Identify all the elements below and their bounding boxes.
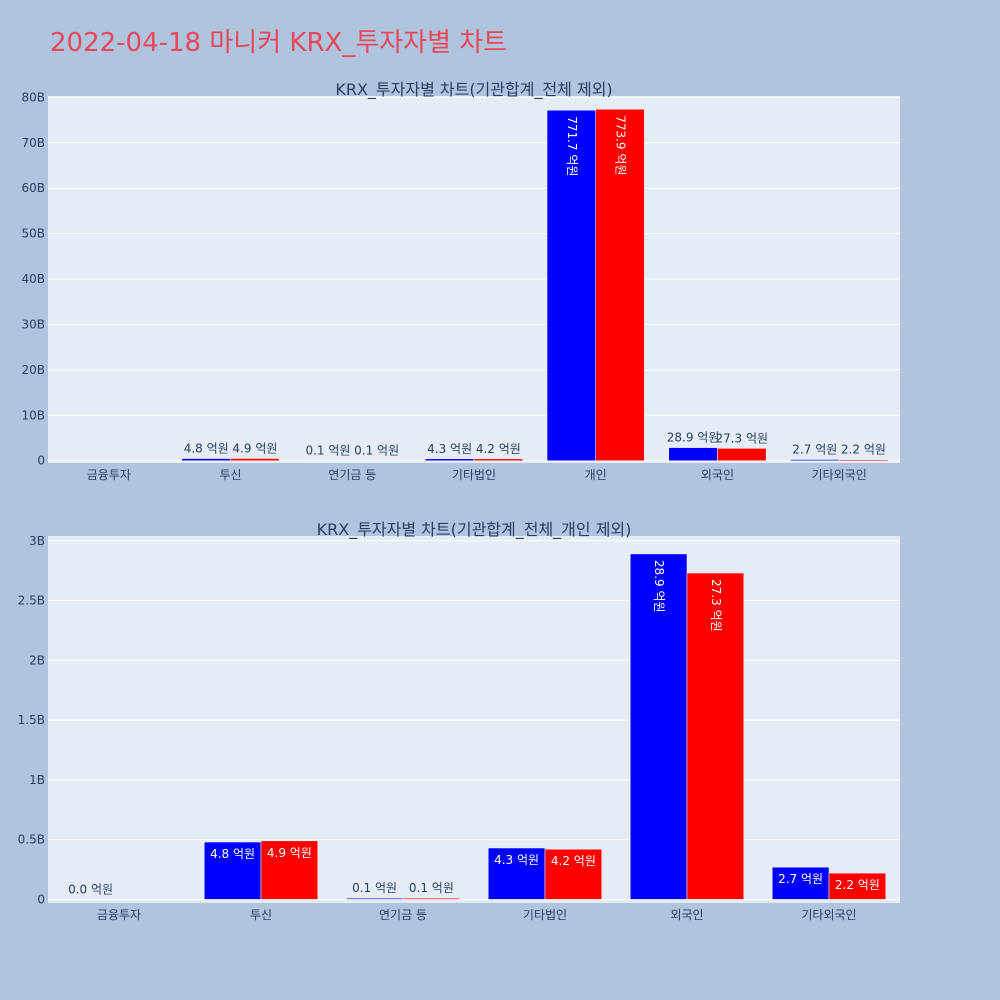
x-tick-label: 기타외국인 (812, 468, 867, 482)
y-tick-label: 1.5B (18, 713, 45, 727)
y-tick-label: 50B (21, 227, 45, 241)
x-tick-label: 금융투자 (97, 908, 141, 922)
data-label: 4.9 억원 (267, 846, 312, 860)
page-title: 2022-04-18 마니커 KRX_투자자별 차트 (50, 28, 508, 58)
y-tick-label: 40B (21, 272, 45, 286)
x-tick-label: 투신 (250, 908, 272, 922)
y-tick-label: 2.5B (18, 594, 45, 608)
bar (473, 458, 523, 461)
data-label: 0.1 억원 (305, 444, 350, 458)
y-tick-label: 80B (21, 90, 45, 104)
data-label: 4.3 억원 (427, 442, 472, 456)
bar (544, 848, 603, 900)
x-tick-label: 연기금 등 (328, 468, 376, 482)
y-tick-label: 1B (29, 773, 45, 787)
data-label: 0.0 억원 (68, 882, 113, 896)
y-tick-label: 0 (37, 892, 45, 906)
bar (838, 459, 889, 461)
chart-title: KRX_투자자별 차트(기관합계_전체 제외) (335, 80, 612, 100)
y-tick-label: 3B (29, 534, 45, 548)
x-tick-label: 기타법인 (452, 468, 496, 482)
x-tick-label: 투신 (220, 468, 242, 482)
bar (717, 448, 767, 461)
x-tick-label: 기타법인 (523, 908, 567, 922)
data-label: 2.7 억원 (792, 443, 837, 457)
y-tick-label: 0 (37, 454, 45, 468)
x-tick-label: 개인 (585, 468, 607, 482)
data-label: 27.3 억원 (709, 579, 723, 632)
data-label: 0.1 억원 (354, 444, 399, 458)
y-tick-label: 20B (21, 363, 45, 377)
data-label: 2.7 억원 (778, 872, 823, 886)
y-tick-label: 2B (29, 653, 45, 667)
data-label: 771.7 억원 (565, 116, 579, 176)
data-label: 27.3 억원 (715, 431, 768, 445)
bar (686, 572, 745, 900)
data-label: 4.3 억원 (494, 853, 539, 867)
data-label: 4.9 억원 (232, 442, 277, 456)
data-label: 0.1 억원 (409, 881, 454, 895)
bar (629, 553, 688, 900)
bar (402, 897, 461, 900)
bar (260, 840, 319, 900)
data-label: 2.2 억원 (841, 443, 886, 457)
plot-area (48, 536, 900, 903)
x-tick-label: 연기금 등 (379, 908, 427, 922)
y-tick-label: 0.5B (18, 833, 45, 847)
y-tick-label: 30B (21, 317, 45, 331)
bar (345, 897, 404, 900)
data-label: 28.9 억원 (652, 560, 666, 613)
y-tick-label: 70B (21, 136, 45, 150)
bar (546, 109, 596, 461)
x-tick-label: 외국인 (701, 468, 734, 482)
chart-title: KRX_투자자별 차트(기관합계_전체_개인 제외) (317, 520, 632, 540)
bar (230, 458, 280, 461)
data-label: 4.2 억원 (476, 442, 521, 456)
bar (771, 866, 830, 900)
y-tick-label: 60B (21, 181, 45, 195)
bar (595, 108, 645, 461)
data-label: 2.2 억원 (835, 878, 880, 892)
data-label: 4.8 억원 (184, 442, 229, 456)
x-tick-label: 기타외국인 (801, 908, 856, 922)
bar (828, 872, 887, 900)
data-label: 0.1 억원 (352, 881, 397, 895)
data-label: 4.8 억원 (210, 847, 255, 861)
data-label: 773.9 억원 (614, 115, 628, 175)
data-label: 4.2 억원 (551, 854, 596, 868)
y-tick-label: 10B (21, 408, 45, 422)
x-tick-label: 외국인 (670, 908, 703, 922)
data-label: 28.9 억원 (667, 431, 720, 445)
bar (487, 847, 546, 900)
x-tick-label: 금융투자 (87, 468, 131, 482)
